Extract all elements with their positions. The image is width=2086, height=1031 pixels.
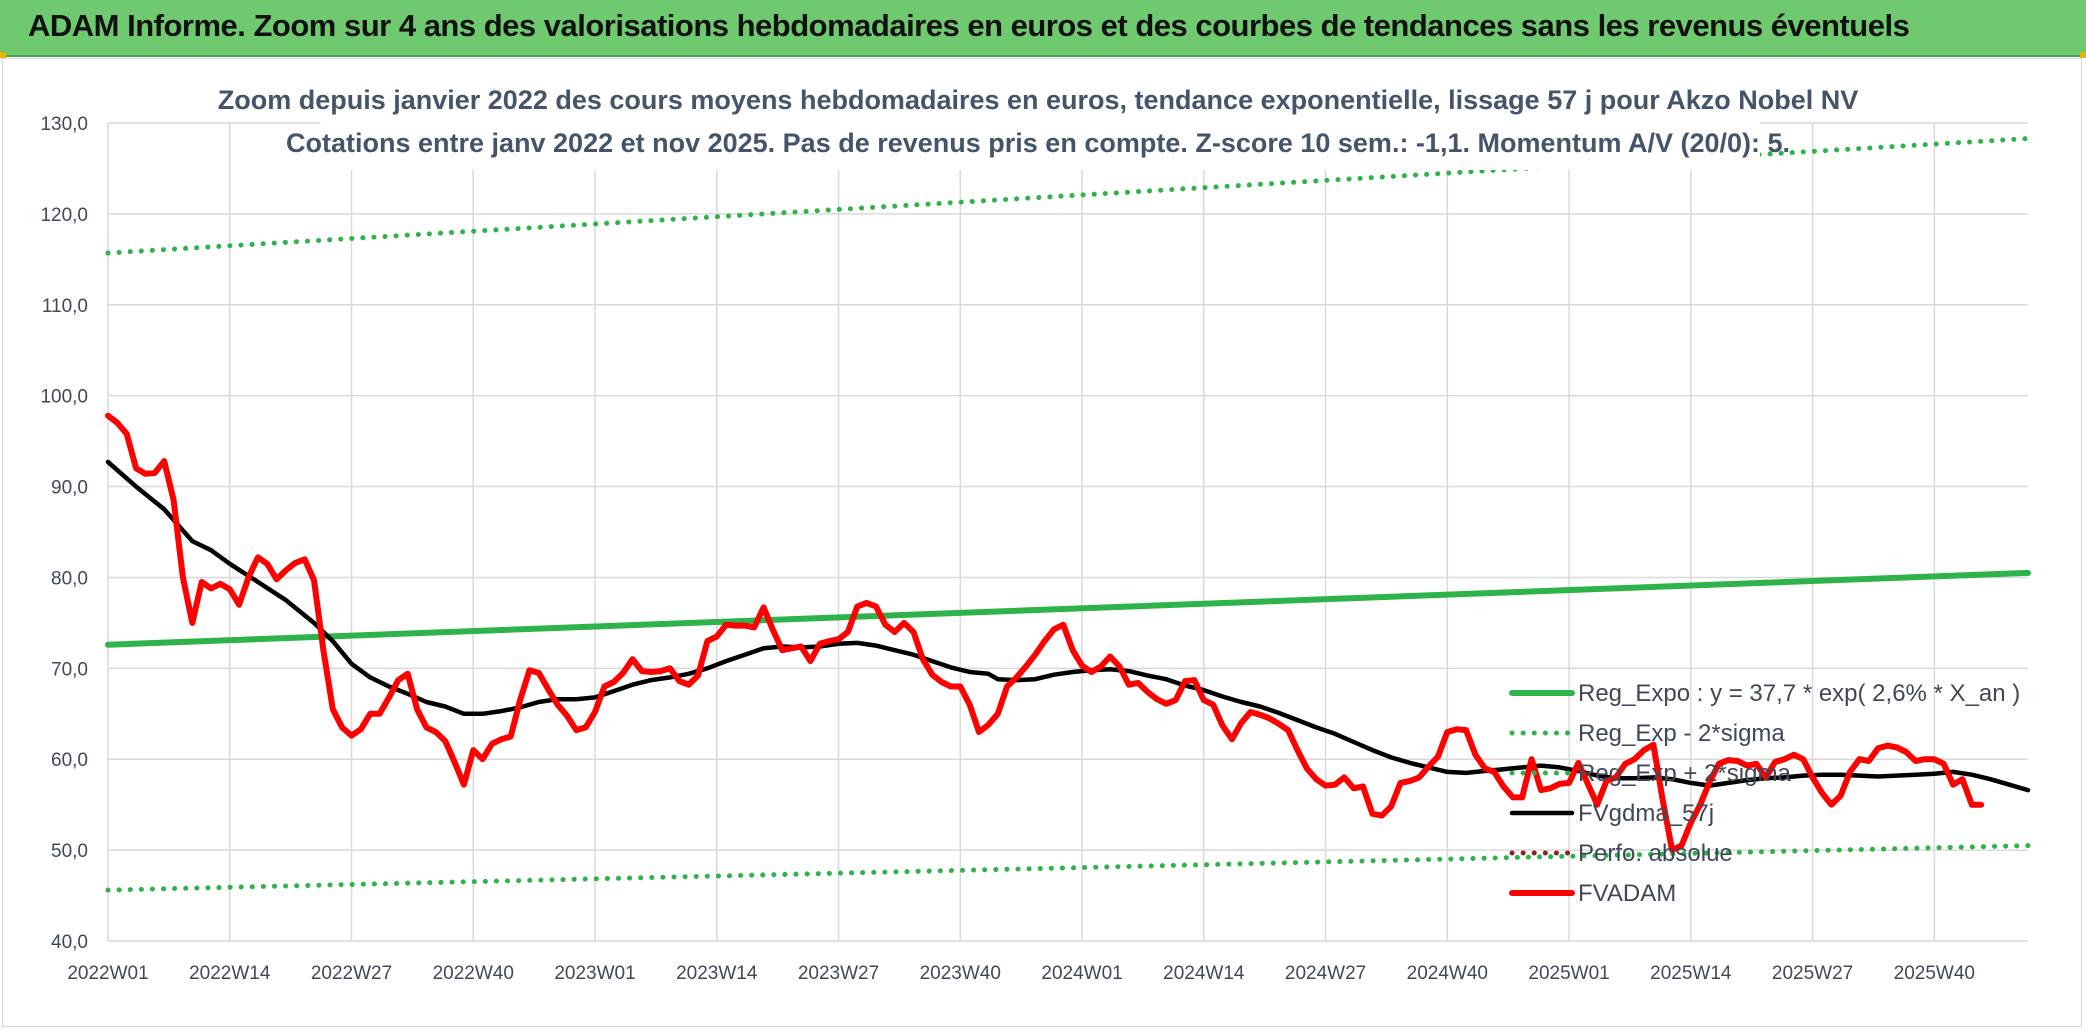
y-tick-label: 80,0 bbox=[51, 568, 88, 589]
x-tick-label: 2024W14 bbox=[1163, 963, 1245, 984]
x-tick-label: 2023W01 bbox=[554, 963, 635, 984]
page-title: ADAM Informe. Zoom sur 4 ans des valoris… bbox=[28, 8, 1910, 43]
series-line-0 bbox=[105, 569, 2031, 648]
header-banner: ADAM Informe. Zoom sur 4 ans des valoris… bbox=[0, 0, 2086, 57]
y-tick-label: 50,0 bbox=[51, 841, 88, 862]
chart-frame bbox=[2, 58, 2082, 1027]
legend-label: Reg_Exp - 2*sigma bbox=[1578, 720, 1785, 747]
y-tick-label: 120,0 bbox=[40, 205, 88, 226]
legend-label: Reg_Exp + 2*sigma bbox=[1578, 760, 1791, 787]
chart-subtitle-1: Zoom depuis janvier 2022 des cours moyen… bbox=[218, 85, 1859, 115]
corner-marker-left bbox=[0, 52, 6, 58]
x-tick-label: 2024W40 bbox=[1407, 963, 1488, 984]
series-line-1 bbox=[105, 843, 2031, 893]
y-tick-label: 130,0 bbox=[40, 114, 88, 135]
x-tick-label: 2023W14 bbox=[676, 963, 758, 984]
y-axis-ticks: 40,0 50,0 60,0 70,0 80,0 90,0 100,0 110,0 120,0 1… bbox=[40, 114, 88, 953]
series-line-2 bbox=[105, 136, 2031, 256]
grid-lines bbox=[107, 122, 2028, 942]
x-axis-ticks: 2022W01 2022W14 2022W27 2022W40 2023W01 2023W… bbox=[67, 963, 1975, 984]
legend: Reg_Expo : y = 37,7 * exp( 2,6% * X_an )… bbox=[1509, 680, 2020, 907]
x-tick-label: 2025W27 bbox=[1772, 963, 1853, 984]
x-tick-label: 2025W14 bbox=[1650, 963, 1732, 984]
y-tick-label: 100,0 bbox=[40, 387, 88, 408]
y-tick-label: 40,0 bbox=[51, 932, 88, 953]
y-tick-label: 110,0 bbox=[42, 296, 88, 317]
x-tick-label: 2023W40 bbox=[920, 963, 1001, 984]
x-tick-label: 2022W27 bbox=[311, 963, 392, 984]
legend-label: Reg_Expo : y = 37,7 * exp( 2,6% * X_an ) bbox=[1578, 680, 2020, 707]
series-group bbox=[105, 136, 2031, 893]
x-tick-label: 2023W27 bbox=[798, 963, 879, 984]
x-tick-label: 2024W27 bbox=[1285, 963, 1366, 984]
x-tick-label: 2024W01 bbox=[1041, 963, 1122, 984]
legend-label: FVgdma_57j bbox=[1578, 800, 1714, 827]
x-tick-label: 2022W14 bbox=[189, 963, 271, 984]
legend-label: Perfo. absolue bbox=[1578, 840, 1733, 867]
y-tick-label: 60,0 bbox=[51, 750, 88, 771]
subtitle-background bbox=[320, 78, 1760, 170]
x-tick-label: 2022W40 bbox=[433, 963, 514, 984]
y-tick-label: 70,0 bbox=[51, 659, 88, 680]
x-tick-label: 2022W01 bbox=[67, 963, 148, 984]
x-tick-label: 2025W01 bbox=[1528, 963, 1609, 984]
series-line-5 bbox=[105, 412, 1985, 854]
chart-subtitle-2: Cotations entre janv 2022 et nov 2025. P… bbox=[286, 128, 1790, 158]
x-tick-label: 2025W40 bbox=[1894, 963, 1975, 984]
legend-label: FVADAM bbox=[1578, 880, 1676, 907]
corner-marker-right bbox=[2080, 52, 2086, 58]
y-tick-label: 90,0 bbox=[51, 478, 88, 499]
